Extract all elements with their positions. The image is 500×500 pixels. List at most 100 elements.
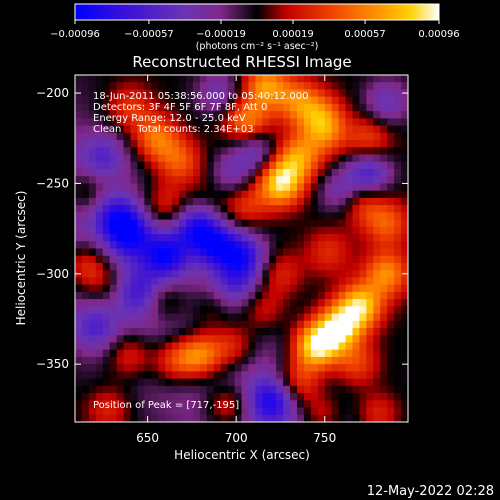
- heatmap-cell: [303, 183, 312, 192]
- heatmap-cell: [165, 234, 173, 242]
- heatmap-cell: [269, 226, 277, 235]
- heatmap-cell: [144, 241, 152, 250]
- heatmap-cell: [179, 270, 187, 279]
- heatmap-cell: [213, 342, 222, 351]
- heatmap-cell: [255, 75, 263, 83]
- heatmap-cell: [255, 328, 263, 336]
- heatmap-cell: [234, 234, 243, 242]
- heatmap-cell: [345, 241, 354, 250]
- heatmap-cell: [324, 371, 333, 380]
- heatmap-cell: [248, 234, 256, 242]
- heatmap-cell: [144, 219, 152, 228]
- heatmap-cell: [380, 407, 388, 416]
- heatmap-cell: [303, 125, 312, 134]
- heatmap-cell: [206, 176, 215, 185]
- colorbar-tick-label: −0.00096: [50, 29, 100, 40]
- heatmap-cell: [130, 378, 139, 387]
- heatmap-cell: [102, 364, 111, 372]
- heatmap-cell: [401, 103, 408, 112]
- heatmap-cell: [297, 262, 305, 271]
- heatmap-cell: [338, 400, 347, 409]
- heatmap-cell: [88, 154, 97, 163]
- heatmap-cell: [206, 313, 215, 322]
- heatmap-cell: [241, 248, 250, 257]
- heatmap-cell: [262, 349, 270, 358]
- heatmap-cell: [151, 140, 159, 148]
- heatmap-cell: [220, 205, 229, 213]
- heatmap-cell: [324, 335, 333, 344]
- heatmap-cell: [137, 371, 145, 380]
- heatmap-cell: [116, 197, 125, 206]
- heatmap-cell: [151, 111, 159, 119]
- heatmap-cell: [248, 349, 256, 358]
- heatmap-cell: [179, 248, 187, 257]
- heatmap-cell: [234, 226, 243, 235]
- heatmap-cell: [359, 328, 367, 336]
- heatmap-cell: [303, 197, 312, 206]
- heatmap-cell: [220, 111, 229, 119]
- heatmap-cell: [109, 371, 118, 380]
- heatmap-cell: [109, 183, 118, 192]
- heatmap-cell: [276, 313, 284, 322]
- heatmap-cell: [324, 262, 333, 271]
- heatmap-cell: [151, 190, 159, 199]
- heatmap-cell: [303, 103, 312, 112]
- heatmap-cell: [95, 96, 104, 105]
- heatmap-cell: [324, 248, 333, 257]
- heatmap-cell: [186, 320, 194, 329]
- heatmap-cell: [387, 219, 395, 228]
- heatmap-cell: [394, 111, 402, 119]
- heatmap-cell: [248, 248, 256, 257]
- heatmap-cell: [338, 306, 347, 315]
- heatmap-cell: [345, 378, 354, 387]
- heatmap-cell: [199, 234, 208, 242]
- heatmap-cell: [81, 168, 90, 177]
- heatmap-cell: [359, 212, 367, 221]
- heatmap-cell: [95, 140, 104, 148]
- heatmap-cell: [352, 320, 361, 329]
- heatmap-cell: [317, 197, 326, 206]
- heatmap-cell: [137, 219, 145, 228]
- heatmap-cell: [130, 118, 139, 127]
- heatmap-cell: [262, 111, 270, 119]
- heatmap-cell: [380, 118, 388, 127]
- heatmap-cell: [387, 132, 395, 141]
- heatmap-cell: [192, 414, 201, 422]
- heatmap-cell: [95, 306, 104, 315]
- heatmap-cell: [116, 118, 125, 127]
- heatmap-cell: [338, 313, 347, 322]
- heatmap-cell: [137, 241, 145, 250]
- heatmap-cell: [172, 82, 180, 91]
- heatmap-cell: [81, 241, 90, 250]
- heatmap-cell: [262, 219, 270, 228]
- heatmap-cell: [276, 176, 284, 185]
- heatmap-cell: [116, 299, 125, 307]
- heatmap-cell: [373, 234, 381, 242]
- heatmap-cell: [331, 306, 340, 315]
- heatmap-cell: [387, 82, 395, 91]
- heatmap-cell: [366, 284, 374, 293]
- heatmap-cell: [227, 320, 236, 329]
- heatmap-cell: [137, 183, 145, 192]
- heatmap-cell: [151, 313, 159, 322]
- heatmap-cell: [338, 205, 347, 213]
- heatmap-cell: [345, 111, 354, 119]
- heatmap-cell: [401, 241, 408, 250]
- heatmap-cell: [165, 255, 173, 264]
- heatmap-cell: [213, 226, 222, 235]
- heatmap-cell: [297, 393, 305, 401]
- heatmap-cell: [297, 205, 305, 213]
- heatmap-cell: [220, 255, 229, 264]
- heatmap-cell: [401, 342, 408, 351]
- heatmap-cell: [75, 342, 83, 351]
- heatmap-cell: [151, 125, 159, 134]
- heatmap-cell: [116, 183, 125, 192]
- heatmap-cell: [179, 400, 187, 409]
- heatmap-cell: [290, 125, 298, 134]
- heatmap-cell: [95, 205, 104, 213]
- heatmap-cell: [158, 255, 166, 264]
- heatmap-cell: [151, 176, 159, 185]
- heatmap-cell: [317, 255, 326, 264]
- heatmap-cell: [220, 197, 229, 206]
- heatmap-cell: [262, 313, 270, 322]
